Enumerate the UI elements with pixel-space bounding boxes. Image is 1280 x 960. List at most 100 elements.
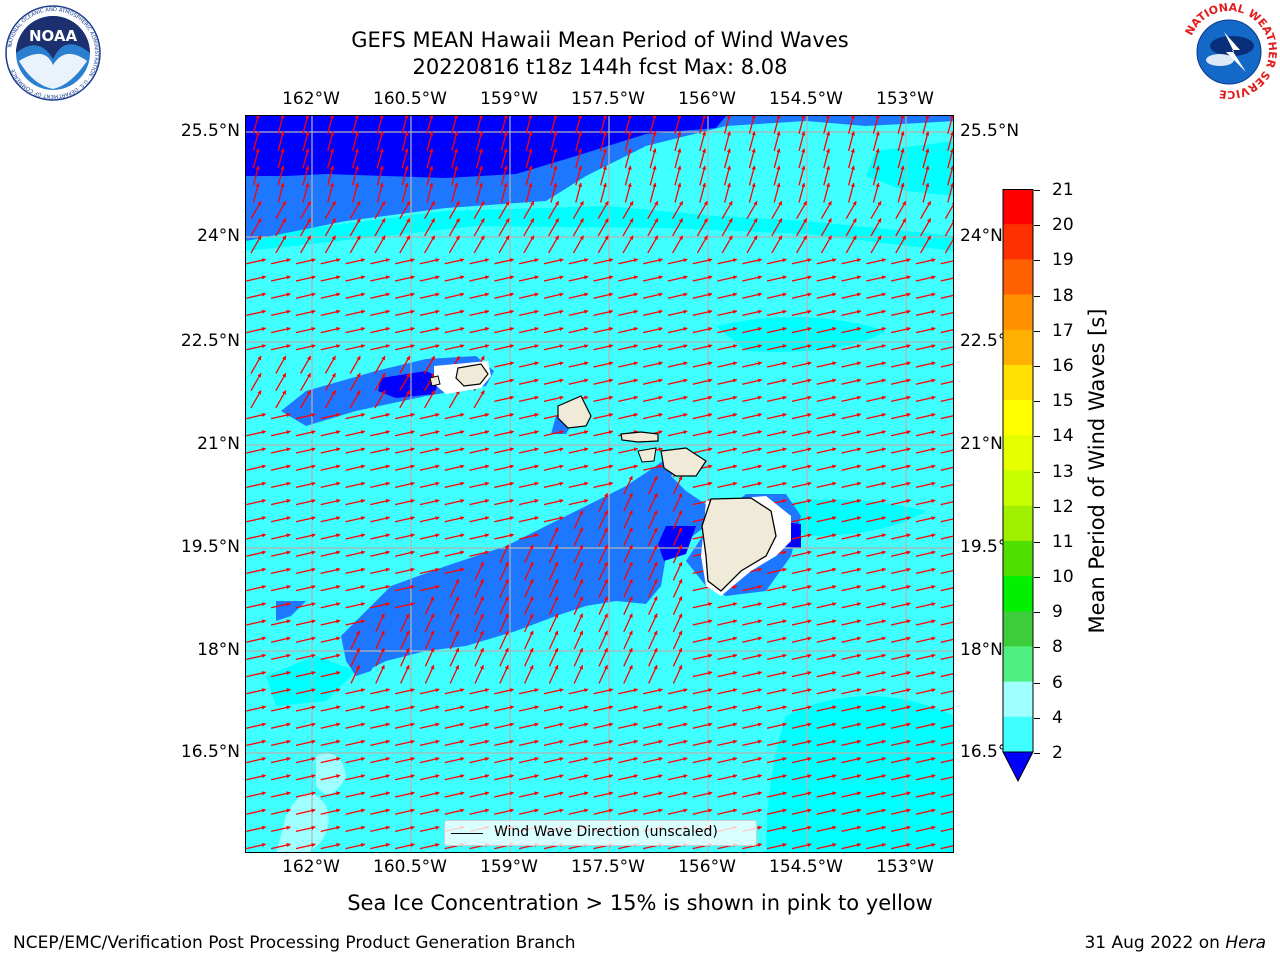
wind-wave-arrow xyxy=(345,344,366,351)
wind-wave-arrow xyxy=(699,116,707,134)
wind-wave-arrow xyxy=(426,148,434,169)
wind-wave-arrow xyxy=(717,722,738,729)
wind-wave-arrow xyxy=(320,602,341,609)
colorbar-tick-label: 15 xyxy=(1052,391,1074,412)
wind-wave-arrow xyxy=(320,498,341,506)
wind-wave-arrow xyxy=(593,464,614,471)
wind-wave-arrow xyxy=(940,294,953,299)
wind-wave-arrow xyxy=(474,664,484,684)
lon-tick-top: 162°W xyxy=(282,89,340,109)
wind-wave-arrow xyxy=(915,309,936,317)
wind-wave-arrow xyxy=(270,481,291,489)
wind-wave-arrow xyxy=(543,326,564,334)
wind-wave-arrow xyxy=(345,756,366,764)
wind-wave-arrow xyxy=(742,584,763,592)
wind-wave-arrow xyxy=(246,567,267,575)
wind-wave-arrow xyxy=(915,516,936,523)
wind-wave-arrow xyxy=(568,688,589,695)
colorbar-band xyxy=(1003,329,1033,366)
wind-wave-arrow xyxy=(246,275,267,282)
wind-wave-arrow xyxy=(518,464,539,471)
wind-wave-arrow xyxy=(890,498,911,506)
wind-wave-arrow xyxy=(624,116,632,134)
wind-wave-arrow xyxy=(618,464,639,471)
wind-wave-arrow xyxy=(872,182,880,203)
wind-wave-arrow xyxy=(246,550,267,557)
wind-wave-arrow xyxy=(270,464,291,471)
colorbar-band xyxy=(1003,505,1033,542)
wind-wave-arrow xyxy=(473,235,485,254)
wind-wave-arrow xyxy=(246,309,267,317)
wind-wave-arrow xyxy=(915,498,936,506)
wind-wave-arrow xyxy=(543,774,564,781)
wind-wave-arrow xyxy=(648,475,658,495)
wind-wave-arrow xyxy=(895,218,907,237)
wind-wave-arrow xyxy=(667,412,688,420)
wind-wave-arrow xyxy=(320,774,341,781)
wind-wave-arrow xyxy=(320,705,341,712)
wind-wave-arrow xyxy=(448,218,460,237)
wind-wave-arrow xyxy=(543,464,564,471)
colorbar-band xyxy=(1003,716,1033,753)
wind-wave-arrow xyxy=(568,464,589,471)
wind-wave-arrow xyxy=(915,619,936,626)
wind-wave-arrow xyxy=(568,275,589,282)
colorbar-tick-label: 2 xyxy=(1052,743,1063,763)
wind-wave-arrow xyxy=(692,670,713,678)
wind-wave-arrow xyxy=(771,218,783,237)
lat-tick-right: 21°N xyxy=(960,434,1003,454)
wind-wave-arrow xyxy=(667,258,688,265)
wind-wave-arrow xyxy=(667,688,688,695)
wind-wave-arrow xyxy=(270,533,291,540)
wind-wave-arrow xyxy=(940,449,953,454)
wind-wave-arrow xyxy=(672,561,683,581)
wind-wave-arrow xyxy=(548,235,560,254)
wind-wave-arrow xyxy=(890,550,911,557)
wind-wave-arrow xyxy=(345,326,366,334)
wind-wave-arrow xyxy=(324,200,336,220)
wind-wave-arrow xyxy=(394,292,415,299)
wind-wave-arrow xyxy=(866,258,887,265)
colorbar-tick-label: 13 xyxy=(1052,461,1074,482)
colorbar-tick-label: 18 xyxy=(1052,285,1074,306)
wind-wave-arrow xyxy=(816,516,837,523)
wind-wave-arrow xyxy=(370,722,391,729)
wind-wave-arrow xyxy=(401,148,409,169)
wind-wave-arrow xyxy=(345,412,366,420)
wind-wave-arrow xyxy=(548,527,559,547)
wind-wave-arrow xyxy=(295,516,316,523)
wind-wave-arrow xyxy=(947,131,953,152)
wind-wave-arrow xyxy=(841,584,862,592)
wind-wave-arrow xyxy=(944,200,953,220)
colorbar-band xyxy=(1003,400,1033,436)
wind-wave-arrow xyxy=(841,447,862,454)
wind-wave-arrow xyxy=(598,664,608,684)
wind-wave-arrow xyxy=(572,218,584,237)
wind-wave-arrow xyxy=(449,630,460,650)
wind-wave-arrow xyxy=(543,756,564,764)
wind-wave-arrow xyxy=(419,464,440,471)
wind-wave-arrow xyxy=(816,739,837,747)
wind-wave-arrow xyxy=(444,412,465,420)
wind-wave-arrow xyxy=(518,309,539,317)
lon-tick-top: 156°W xyxy=(678,89,736,109)
wind-wave-arrow xyxy=(791,464,812,471)
molokai-island xyxy=(620,431,659,443)
wind-wave-arrow xyxy=(742,739,763,747)
wind-wave-arrow xyxy=(250,218,262,237)
wind-wave-arrow xyxy=(419,705,440,712)
wind-wave-arrow xyxy=(351,148,359,169)
wind-wave-arrow xyxy=(717,481,738,489)
lat-tick-left: 24°N xyxy=(197,226,240,246)
lon-tick-bottom: 160.5°W xyxy=(373,857,447,877)
lat-tick-left: 18°N xyxy=(197,640,240,660)
wind-wave-arrow xyxy=(648,544,658,564)
wind-wave-arrow xyxy=(543,344,564,351)
wind-wave-arrow xyxy=(575,131,583,152)
wind-wave-arrow xyxy=(791,378,812,385)
wind-wave-arrow xyxy=(791,722,812,729)
wind-wave-arrow xyxy=(692,361,713,368)
footer-date: 31 Aug 2022 on Hera xyxy=(1084,933,1266,953)
wind-wave-arrow xyxy=(890,670,911,678)
wind-wave-arrow xyxy=(573,613,584,633)
